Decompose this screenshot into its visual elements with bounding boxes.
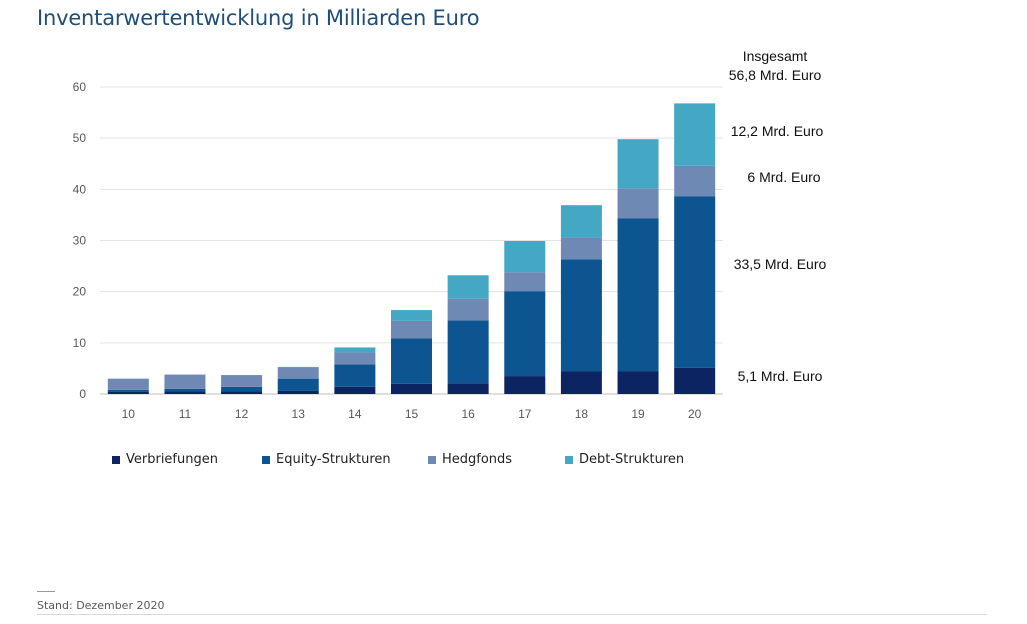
x-tick-label: 10 — [122, 407, 136, 421]
bar-segment-debt-strukturen — [617, 139, 659, 189]
bar-segment-hedgfonds — [674, 165, 716, 197]
annotations: Insgesamt 56,8 Mrd. Euro 12,2 Mrd. Euro … — [729, 48, 827, 384]
bar-segment-verbriefungen — [447, 383, 489, 394]
legend-item-debt: Debt-Strukturen — [565, 452, 684, 467]
chart-title: Inventarwertentwicklung in Milliarden Eu… — [37, 6, 480, 30]
y-tick-label: 10 — [73, 336, 87, 350]
legend-label-hedgfonds: Hedgfonds — [442, 452, 513, 467]
legend-label-debt: Debt-Strukturen — [579, 452, 685, 467]
legend-item-hedgfonds: Hedgfonds — [428, 452, 565, 467]
y-tick-label: 20 — [73, 285, 87, 299]
x-tick-label: 14 — [348, 407, 362, 421]
legend-swatch-debt — [565, 455, 573, 464]
bottom-divider — [37, 614, 987, 615]
bar-segment-equity-strukturen — [504, 291, 546, 377]
bar-segment-equity-strukturen — [560, 259, 602, 372]
annotation-hedge: 6 Mrd. Euro — [747, 169, 820, 185]
bar-segment-verbriefungen — [504, 376, 546, 394]
bar-segment-verbriefungen — [560, 371, 602, 394]
legend-swatch-equity — [262, 455, 270, 464]
annotation-total-label: Insgesamt — [743, 48, 808, 64]
x-tick-label: 19 — [631, 407, 645, 421]
bar-segment-verbriefungen — [221, 391, 263, 394]
bar-segment-verbriefungen — [164, 391, 206, 394]
y-tick-label: 0 — [79, 387, 86, 401]
bar-segment-verbriefungen — [107, 391, 149, 394]
bar-segment-equity-strukturen — [391, 338, 432, 384]
annotation-total-value: 56,8 Mrd. Euro — [729, 67, 822, 83]
bar-segment-hedgfonds — [447, 298, 489, 321]
bar-segment-hedgfonds — [617, 188, 659, 219]
y-axis-ticks: 0 10 20 30 40 50 60 — [73, 80, 87, 401]
x-tick-label: 16 — [461, 407, 475, 421]
bar-segment-equity-strukturen — [617, 218, 659, 372]
legend-item-equity: Equity-Strukturen — [262, 452, 428, 467]
x-axis-ticks: 10 11 12 13 14 15 16 17 18 19 20 — [122, 407, 702, 421]
bar-segment-debt-strukturen — [334, 347, 376, 353]
x-tick-label: 15 — [405, 407, 419, 421]
stacked-bar-chart: 0 10 20 30 40 50 60 10 11 12 13 14 15 16 17 18 19 20 Ins… — [73, 48, 827, 421]
x-tick-label: 13 — [292, 407, 306, 421]
bar-segment-verbriefungen — [674, 367, 716, 394]
annotation-debt: 12,2 Mrd. Euro — [731, 123, 824, 139]
y-tick-label: 40 — [73, 182, 87, 196]
bar-segment-equity-strukturen — [447, 320, 489, 384]
bar-segment-debt-strukturen — [277, 366, 319, 368]
bar-segment-equity-strukturen — [334, 364, 376, 387]
bar-segment-equity-strukturen — [674, 196, 716, 368]
footer-rule — [37, 591, 55, 592]
legend-item-verbriefungen: Verbriefungen — [112, 452, 262, 467]
bar-segment-verbriefungen — [277, 390, 319, 394]
x-tick-label: 20 — [688, 407, 702, 421]
y-tick-label: 50 — [73, 131, 87, 145]
annotation-verbriefungen: 5,1 Mrd. Euro — [738, 368, 823, 384]
bar-segment-debt-strukturen — [391, 310, 432, 321]
bar-segment-equity-strukturen — [221, 386, 263, 392]
bar-segment-debt-strukturen — [447, 275, 489, 299]
bar-segment-hedgfonds — [107, 378, 149, 390]
y-tick-label: 30 — [73, 234, 87, 248]
bars — [107, 103, 716, 394]
bar-segment-hedgfonds — [277, 367, 319, 379]
bar-segment-hedgfonds — [504, 272, 546, 292]
x-tick-label: 17 — [518, 407, 532, 421]
bar-segment-debt-strukturen — [560, 205, 602, 238]
y-tick-label: 60 — [73, 80, 87, 94]
annotation-equity: 33,5 Mrd. Euro — [734, 256, 827, 272]
x-tick-label: 12 — [235, 407, 249, 421]
legend-label-equity: Equity-Strukturen — [276, 452, 391, 467]
x-tick-label: 11 — [179, 407, 192, 421]
x-tick-label: 18 — [575, 407, 589, 421]
legend-label-verbriefungen: Verbriefungen — [126, 452, 218, 467]
legend-swatch-hedgfonds — [428, 455, 436, 464]
bar-segment-hedgfonds — [221, 375, 263, 387]
bar-segment-verbriefungen — [391, 383, 432, 394]
bar-segment-hedgfonds — [391, 320, 432, 339]
bar-segment-verbriefungen — [334, 386, 376, 394]
bar-segment-debt-strukturen — [504, 241, 546, 273]
legend-swatch-verbriefungen — [112, 455, 120, 464]
footer-note: Stand: Dezember 2020 — [37, 599, 165, 612]
bar-segment-hedgfonds — [334, 352, 376, 365]
bar-segment-hedgfonds — [560, 237, 602, 260]
bar-segment-debt-strukturen — [674, 103, 716, 166]
bar-segment-equity-strukturen — [107, 389, 149, 392]
bar-segment-hedgfonds — [164, 374, 206, 389]
bar-segment-verbriefungen — [617, 371, 659, 394]
legend: Verbriefungen Equity-Strukturen Hedgfond… — [112, 452, 684, 467]
bar-segment-equity-strukturen — [277, 378, 319, 391]
bar-segment-equity-strukturen — [164, 388, 206, 392]
